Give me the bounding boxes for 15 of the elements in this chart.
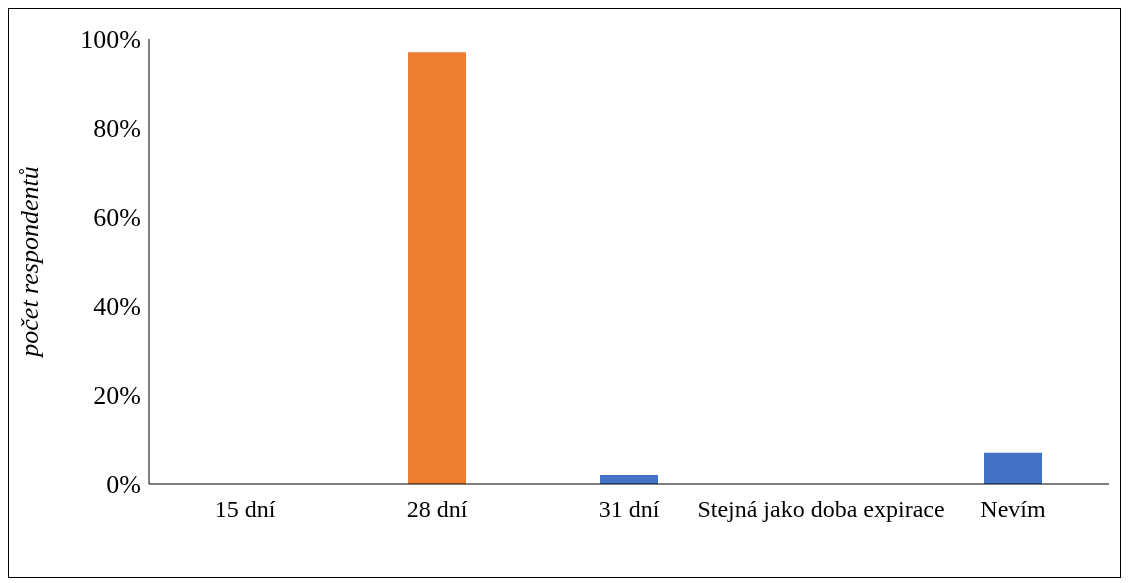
bar	[600, 475, 658, 484]
y-tick-label: 40%	[93, 292, 141, 322]
x-tick-label: 15 dní	[214, 496, 276, 523]
x-tick-label: Stejná jako doba expirace	[697, 496, 945, 523]
y-tick-label: 80%	[93, 114, 141, 144]
y-axis-title: počet respondentů	[15, 166, 45, 359]
bar	[408, 52, 466, 484]
y-tick-label: 20%	[93, 381, 141, 411]
bar	[984, 452, 1042, 484]
x-tick-label: Nevím	[980, 496, 1046, 523]
y-tick-label: 100%	[80, 25, 141, 55]
y-tick-label: 60%	[93, 203, 141, 233]
x-tick-label: 31 dní	[598, 496, 660, 523]
y-tick-label: 0%	[106, 470, 141, 500]
x-tick-label: 28 dní	[406, 496, 468, 523]
